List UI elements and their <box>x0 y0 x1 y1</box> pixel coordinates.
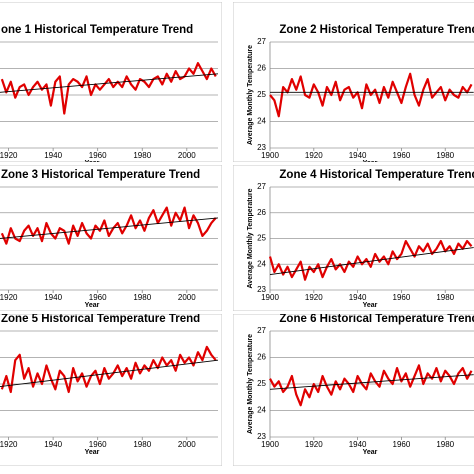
x-tick-label: 1920 <box>305 293 323 302</box>
x-axis-label: Year <box>85 302 100 309</box>
x-tick-label: 1920 <box>305 151 323 160</box>
y-tick-label: 26 <box>257 64 266 73</box>
y-axis-label: Average Monthly Temperature <box>247 188 254 288</box>
x-tick-label: 1940 <box>349 151 367 160</box>
panel: 1920 1940 1960 1980 2000 Year one 1 Historical… <box>0 2 222 167</box>
x-tick-label: 1920 <box>305 440 323 449</box>
trend-line <box>269 374 474 390</box>
y-tick-label: 26 <box>257 353 266 362</box>
x-tick-label: 1940 <box>349 293 367 302</box>
y-tick-label: 24 <box>257 259 266 268</box>
x-tick-label: 1960 <box>393 293 411 302</box>
x-tick-label: 1900 <box>261 293 279 302</box>
x-axis-label: Year <box>363 302 378 309</box>
panel-frame <box>0 165 222 311</box>
x-tick-label: 1960 <box>89 440 107 449</box>
x-tick-label: 2000 <box>178 151 196 160</box>
temperature-line <box>269 364 473 407</box>
x-tick-label: 1980 <box>436 151 454 160</box>
chart-title: Zone 5 Historical Temperature Trend <box>1 313 200 325</box>
x-axis-label: Year <box>363 449 378 456</box>
y-axis-label: Average Monthly Temperature <box>247 334 254 434</box>
panel: 1920 1940 1960 1980 2000 Year Zone 5 Historica… <box>0 313 222 466</box>
y-axis-label: Average Monthly Temperature <box>247 45 254 145</box>
x-tick-label: 1960 <box>89 151 107 160</box>
x-axis-label: Year <box>363 160 378 167</box>
trend-line <box>0 359 219 388</box>
x-tick-label: 1980 <box>133 440 151 449</box>
x-tick-label: 1980 <box>436 440 454 449</box>
chart-title: Zone 3 Historical Temperature Trend <box>1 169 200 181</box>
trend-line <box>0 73 219 93</box>
x-tick-label: 1960 <box>393 151 411 160</box>
panel: 23 24 25 26 27 1900 1920 1940 1960 1980 Year Averag… <box>233 2 474 167</box>
chart-title: Zone 2 Historical Temperature Trend <box>279 24 474 36</box>
x-tick-label: 2000 <box>178 293 196 302</box>
x-axis-label: Year <box>85 449 100 456</box>
x-axis-label: Year <box>85 160 100 167</box>
y-tick-label: 25 <box>257 379 266 388</box>
y-tick-label: 27 <box>257 37 266 46</box>
x-tick-label: 1900 <box>261 440 279 449</box>
chart-title: Zone 6 Historical Temperature Trend <box>279 313 474 325</box>
x-tick-label: 1900 <box>261 151 279 160</box>
x-tick-label: 1980 <box>133 151 151 160</box>
x-tick-label: 1980 <box>133 293 151 302</box>
chart-title: one 1 Historical Temperature Trend <box>1 24 193 36</box>
y-tick-label: 24 <box>257 406 266 415</box>
panel-frame <box>233 165 474 311</box>
trend-line <box>0 217 219 239</box>
x-tick-label: 1980 <box>436 293 454 302</box>
y-tick-label: 23 <box>257 432 266 441</box>
y-tick-label: 25 <box>257 234 266 243</box>
y-tick-label: 26 <box>257 208 266 217</box>
x-tick-label: 1940 <box>44 440 62 449</box>
temperature-line <box>0 345 217 394</box>
panel-frame <box>0 314 222 466</box>
x-tick-label: 1920 <box>0 293 18 302</box>
x-tick-label: 1940 <box>44 293 62 302</box>
panel: 1920 1940 1960 1980 2000 Year Zone 3 Historica… <box>0 165 222 311</box>
y-tick-label: 24 <box>257 117 266 126</box>
x-tick-label: 1920 <box>0 440 18 449</box>
y-tick-label: 27 <box>257 326 266 335</box>
panel: 23 24 25 26 27 1900 1920 1940 1960 1980 Year Averag… <box>233 165 474 311</box>
x-tick-label: 1920 <box>0 151 18 160</box>
y-tick-label: 27 <box>257 182 266 191</box>
temperature-line <box>269 72 473 118</box>
x-tick-label: 1960 <box>393 440 411 449</box>
y-tick-label: 23 <box>257 285 266 294</box>
y-tick-label: 25 <box>257 90 266 99</box>
y-tick-label: 23 <box>257 143 266 152</box>
x-tick-label: 2000 <box>178 440 196 449</box>
x-tick-label: 1940 <box>349 440 367 449</box>
temperature-line <box>0 62 217 115</box>
panel: 23 24 25 26 27 1900 1920 1940 1960 1980 Year Averag… <box>233 313 474 466</box>
temperature-line <box>0 206 217 245</box>
temperature-line <box>268 239 473 281</box>
x-tick-label: 1940 <box>44 151 62 160</box>
x-tick-label: 1960 <box>89 293 107 302</box>
trend-line <box>269 247 474 275</box>
chart-title: Zone 4 Historical Temperature Trend <box>279 169 474 181</box>
panel-frame <box>233 2 474 162</box>
